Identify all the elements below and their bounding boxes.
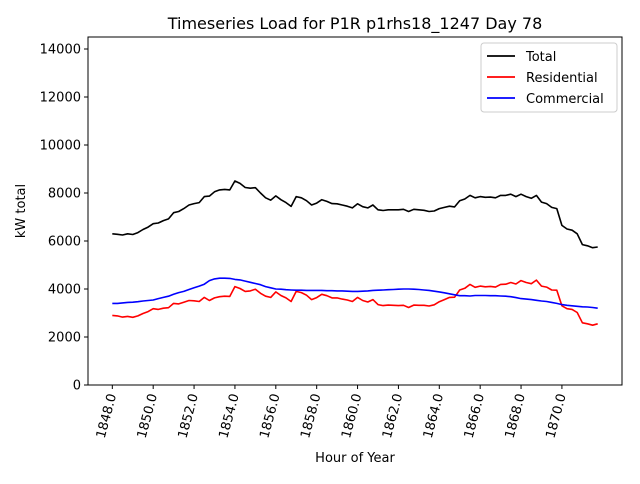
y-tick-label: 4000 <box>48 283 81 298</box>
legend-box <box>480 42 618 113</box>
x-tick-label: 1866.0 <box>462 392 488 440</box>
series-line-residential <box>112 279 598 327</box>
y-tick-label: 0 <box>73 379 81 394</box>
x-tick-label: 1854.0 <box>217 392 243 440</box>
y-tick-label: 14000 <box>40 43 81 58</box>
x-tick-label: 1860.0 <box>339 392 365 440</box>
x-tick-label: 1858.0 <box>298 392 324 440</box>
y-tick-label: 6000 <box>48 235 81 250</box>
x-tick-label: 1870.0 <box>544 392 570 440</box>
y-tick-label: 10000 <box>40 139 81 154</box>
y-tick-label: 12000 <box>40 91 81 106</box>
x-tick-label: 1856.0 <box>257 392 283 440</box>
x-tick-label: 1848.0 <box>94 392 120 440</box>
plot-frame <box>87 36 623 386</box>
series-line-total <box>112 180 598 249</box>
legend-label-commercial: Commercial <box>526 92 604 107</box>
legend-label-residential: Residential <box>526 71 598 86</box>
y-axis: 0 2000 4000 6000 8000 10000 12000 14000 <box>40 43 88 394</box>
y-axis-label: kW total <box>14 184 29 238</box>
x-axis-label: Hour of Year <box>315 451 395 466</box>
y-tick-label: 2000 <box>48 331 81 346</box>
chart-title: Timeseries Load for P1R p1rhs18_1247 Day… <box>167 14 543 34</box>
x-tick-label: 1862.0 <box>380 392 406 440</box>
series-layer <box>112 180 598 327</box>
legend-label-total: Total <box>525 50 556 65</box>
x-tick-label: 1864.0 <box>421 392 447 440</box>
x-axis: 1848.0 1850.0 1852.0 1854.0 1856.0 1858.0 1860… <box>94 385 570 440</box>
series-line-commercial <box>112 277 598 309</box>
x-tick-label: 1852.0 <box>176 392 202 440</box>
x-tick-label: 1850.0 <box>135 392 161 440</box>
legend: Total Residential Commercial <box>480 42 618 113</box>
x-tick-label: 1868.0 <box>503 392 529 440</box>
y-tick-label: 8000 <box>48 187 81 202</box>
